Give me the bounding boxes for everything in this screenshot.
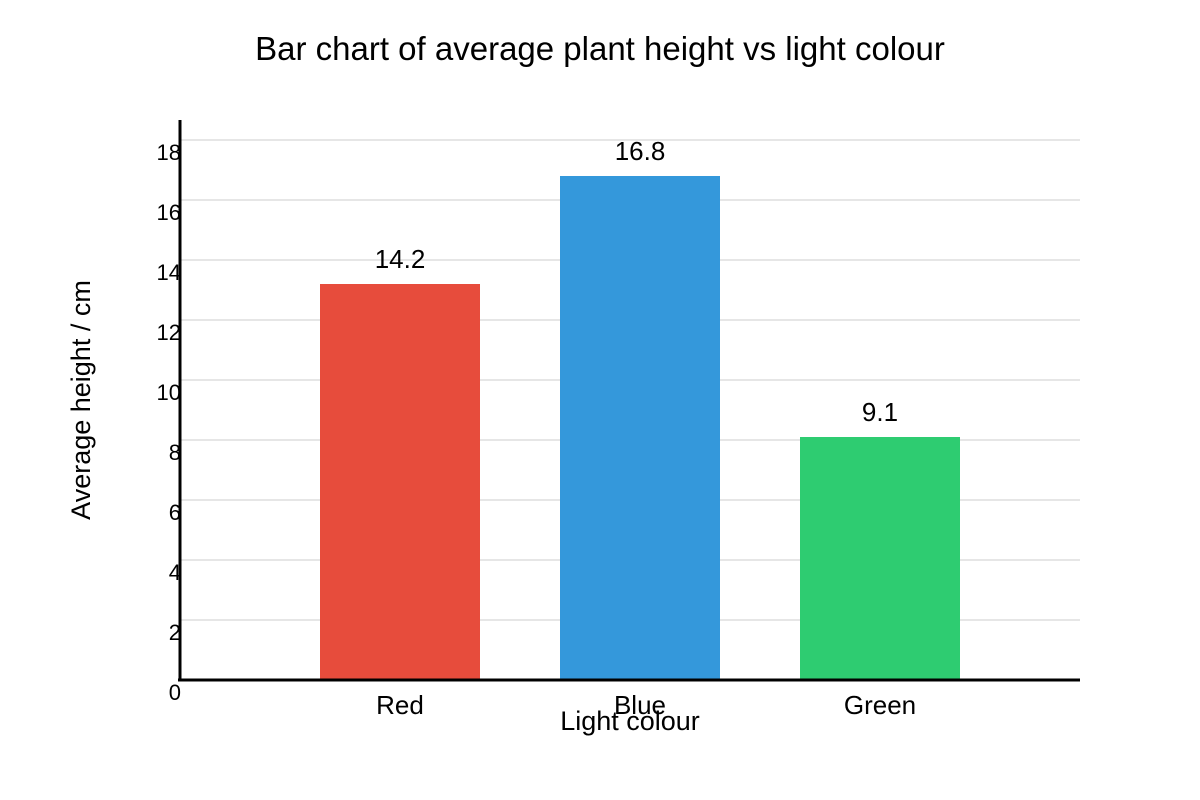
y-tick-label-12: 12: [157, 320, 181, 345]
x-axis-label: Light colour: [560, 706, 700, 736]
value-label-green: 9.1: [862, 397, 898, 427]
value-label-red: 14.2: [375, 244, 426, 274]
x-tick-label-blue: Blue: [614, 690, 666, 720]
bar-red: [320, 284, 480, 680]
y-tick-label-18: 18: [157, 140, 181, 165]
bars: [320, 176, 960, 680]
bar-blue: [560, 176, 720, 680]
y-tick-labels: 0 2 4 6 8 10 12 14 16 18: [157, 140, 181, 705]
y-tick-label-8: 8: [169, 440, 181, 465]
value-labels: 14.2 16.8 9.1: [375, 136, 898, 427]
bar-green: [800, 437, 960, 680]
y-tick-label-6: 6: [169, 500, 181, 525]
y-tick-label-4: 4: [169, 560, 181, 585]
y-tick-label-0: 0: [169, 680, 181, 705]
y-tick-label-16: 16: [157, 200, 181, 225]
x-tick-label-red: Red: [376, 690, 424, 720]
x-tick-label-green: Green: [844, 690, 916, 720]
x-tick-labels: Red Blue Green: [376, 690, 916, 720]
y-tick-label-10: 10: [157, 380, 181, 405]
chart-title: Bar chart of average plant height vs lig…: [255, 30, 945, 67]
y-tick-label-2: 2: [169, 620, 181, 645]
y-tick-label-14: 14: [157, 260, 181, 285]
y-axis-label: Average height / cm: [66, 280, 96, 520]
value-label-blue: 16.8: [615, 136, 666, 166]
